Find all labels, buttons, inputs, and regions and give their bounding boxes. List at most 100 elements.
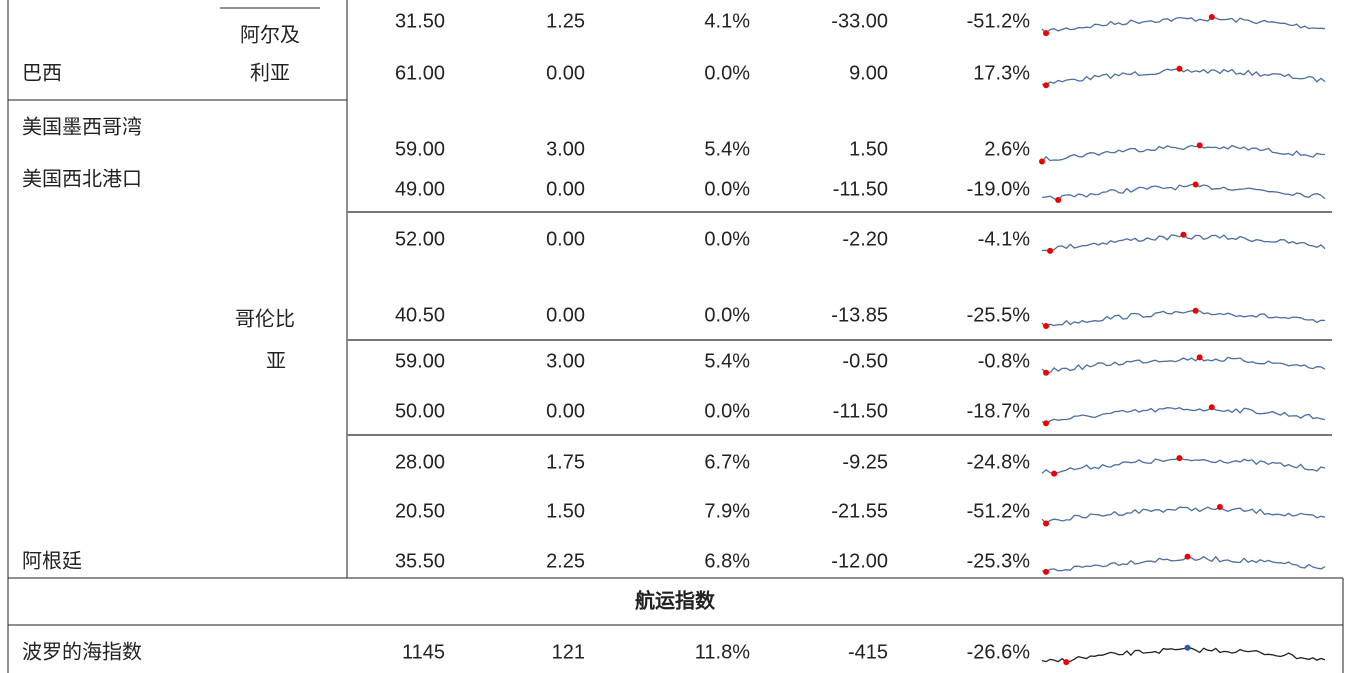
- cell: 50.00: [395, 400, 445, 422]
- cell: -24.8%: [967, 451, 1031, 473]
- cell: -0.50: [842, 350, 888, 372]
- cell: -0.8%: [978, 350, 1030, 372]
- sparkline: [1041, 406, 1326, 425]
- sparkline: [1041, 647, 1326, 663]
- cell: -11.50: [833, 400, 888, 422]
- sparkline-low: [1043, 82, 1050, 89]
- sparkline: [1041, 555, 1326, 573]
- cell: 121: [552, 641, 585, 663]
- sparkline: [1041, 310, 1326, 327]
- cell: -25.5%: [967, 304, 1031, 326]
- sparkline-high: [1216, 503, 1223, 510]
- sparkline-high: [1196, 354, 1203, 361]
- sparkline-low: [1043, 520, 1050, 527]
- label: 亚: [266, 350, 286, 372]
- cell: 0.0%: [704, 178, 750, 200]
- cell: 49.00: [395, 178, 445, 200]
- sparkline-low: [1047, 247, 1054, 254]
- sparkline: [1041, 144, 1326, 162]
- sparkline-low: [1043, 420, 1050, 427]
- cell: -33.00: [831, 10, 888, 32]
- sparkline-low: [1043, 323, 1050, 330]
- sparkline: [1041, 68, 1326, 87]
- cell: 61.00: [395, 62, 445, 84]
- cell: 28.00: [395, 451, 445, 473]
- cell: 0.0%: [704, 62, 750, 84]
- cell: -9.25: [842, 451, 888, 473]
- sparkline-high: [1192, 307, 1199, 314]
- cell: -21.55: [831, 500, 888, 522]
- cell: 2.6%: [984, 138, 1030, 160]
- cell: 3.00: [546, 138, 585, 160]
- cell: 6.7%: [704, 451, 750, 473]
- cell: 59.00: [395, 350, 445, 372]
- sparkline-low: [1043, 568, 1050, 575]
- sparkline-high: [1192, 181, 1199, 188]
- sparkline: [1041, 16, 1326, 35]
- cell: 0.0%: [704, 304, 750, 326]
- cell: 7.9%: [704, 500, 750, 522]
- cell: -13.85: [831, 304, 888, 326]
- sparkline-low: [1055, 196, 1062, 203]
- label: 阿根廷: [22, 549, 82, 572]
- label: 美国墨西哥湾: [22, 115, 142, 138]
- cell: -51.2%: [967, 500, 1031, 522]
- sparkline-high: [1184, 644, 1191, 651]
- sparkline-low: [1043, 30, 1050, 37]
- sparkline-high: [1208, 13, 1215, 20]
- cell: 40.50: [395, 304, 445, 326]
- cell: -51.2%: [967, 10, 1031, 32]
- cell: 5.4%: [704, 138, 750, 160]
- cell: 1.50: [546, 500, 585, 522]
- cell: 31.50: [395, 10, 445, 32]
- label: 哥伦比: [235, 307, 295, 330]
- sparkline-low: [1043, 369, 1050, 376]
- cell: -11.50: [833, 178, 888, 200]
- cell: -25.3%: [967, 550, 1031, 572]
- cell: -2.20: [842, 228, 888, 250]
- cell: 1.75: [546, 451, 585, 473]
- cell: 1.50: [849, 138, 888, 160]
- sparkline: [1041, 506, 1326, 525]
- cell: 0.0%: [704, 400, 750, 422]
- cell: -4.1%: [978, 228, 1030, 250]
- label: 利亚: [250, 61, 290, 84]
- cell: 6.8%: [704, 550, 750, 572]
- label: 美国西北港口: [22, 167, 142, 190]
- cell: 0.00: [546, 62, 585, 84]
- cell: 0.0%: [704, 228, 750, 250]
- cell: 1.25: [546, 10, 585, 32]
- cell: 1145: [402, 641, 445, 663]
- cell: -415: [848, 641, 888, 663]
- sparkline-high: [1176, 65, 1183, 72]
- sparkline-low: [1039, 158, 1045, 165]
- label: 巴西: [22, 62, 62, 84]
- sparkline: [1041, 356, 1326, 374]
- section-title: 航运指数: [635, 588, 716, 612]
- sparkline-high: [1180, 231, 1187, 238]
- cell: -19.0%: [967, 178, 1031, 200]
- sparkline-low: [1051, 470, 1058, 477]
- label: 阿尔及: [240, 23, 300, 46]
- label: 波罗的海指数: [22, 640, 142, 663]
- cell: 4.1%: [704, 10, 750, 32]
- cell: 9.00: [849, 62, 888, 84]
- cell: 0.00: [546, 304, 585, 326]
- cell: 2.25: [546, 550, 585, 572]
- cell: -12.00: [831, 550, 888, 572]
- cell: -18.7%: [967, 400, 1031, 422]
- sparkline: [1041, 457, 1326, 475]
- cell: -26.6%: [967, 641, 1031, 663]
- cell: 52.00: [395, 228, 445, 250]
- sparkline: [1041, 183, 1326, 201]
- cell: 59.00: [395, 138, 445, 160]
- cell: 5.4%: [704, 350, 750, 372]
- sparkline-high: [1184, 553, 1191, 560]
- cell: 35.50: [395, 550, 445, 572]
- sparkline-high: [1196, 142, 1203, 149]
- cell: 17.3%: [973, 62, 1030, 84]
- sparkline-high: [1208, 404, 1215, 411]
- cell: 0.00: [546, 178, 585, 200]
- cell: 0.00: [546, 228, 585, 250]
